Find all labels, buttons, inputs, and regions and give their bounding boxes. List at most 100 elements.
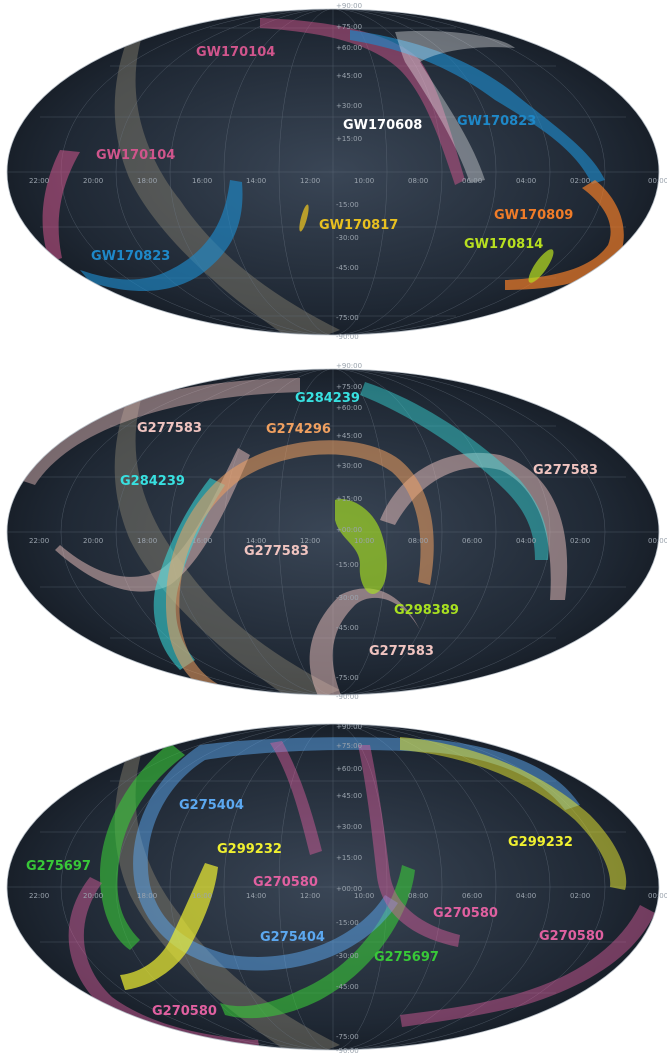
- dec-label: +15:00: [336, 854, 362, 862]
- skymap-2-svg: 22:00 20:00 18:00 16:00 14:00 12:00 10:0…: [6, 362, 667, 701]
- ra-label: 04:00: [516, 177, 536, 185]
- dec-label: +75:00: [336, 742, 362, 750]
- region-gw170809: [505, 180, 624, 290]
- event-label: GW170104: [196, 45, 275, 60]
- region-g270580-north: [270, 741, 322, 855]
- region-g270580-east: [400, 905, 655, 1027]
- ra-label: 20:00: [83, 537, 103, 545]
- region-g277583-west: [55, 448, 250, 592]
- ra-label: 18:00: [137, 892, 157, 900]
- event-label: G275697: [26, 859, 91, 874]
- region-gw170814: [528, 249, 554, 283]
- event-label: GW170809: [494, 208, 573, 223]
- ra-label: 20:00: [83, 892, 103, 900]
- ra-label: 08:00: [408, 892, 428, 900]
- dec-label: +30:00: [336, 462, 362, 470]
- ra-label: 04:00: [516, 537, 536, 545]
- dec-label: -15:00: [336, 201, 359, 209]
- dec-label: -15:00: [336, 919, 359, 927]
- ra-label: 06:00: [462, 537, 482, 545]
- region-gw170823-west: [80, 180, 243, 292]
- event-label: G275404: [260, 930, 325, 945]
- dec-label: -30:00: [336, 594, 359, 602]
- dec-label: -15:00: [336, 561, 359, 569]
- dec-label: -75:00: [336, 314, 359, 322]
- dec-axis-labels: +90:00 +75:00 +60:00 +45:00 +30:00 +15:0…: [336, 362, 362, 701]
- region-g274296: [166, 440, 434, 695]
- event-label: GW170823: [91, 249, 170, 264]
- ra-label: 16:00: [192, 892, 212, 900]
- ra-label: 16:00: [192, 177, 212, 185]
- ra-label: 22:00: [29, 892, 49, 900]
- ra-label: 18:00: [137, 177, 157, 185]
- dec-label: +45:00: [336, 72, 362, 80]
- dec-label: +60:00: [336, 44, 362, 52]
- event-label: G274296: [266, 422, 331, 437]
- dec-label: +90:00: [336, 362, 362, 370]
- event-label: G277583: [369, 644, 434, 659]
- ra-label: 02:00: [570, 177, 590, 185]
- event-label: GW170817: [319, 218, 398, 233]
- sky-outline: [6, 368, 660, 696]
- ra-label: 04:00: [516, 892, 536, 900]
- dec-label: -90:00: [336, 1047, 359, 1055]
- dec-label: -45:00: [336, 983, 359, 991]
- ra-axis-labels: 22:00 20:00 18:00 16:00 14:00 12:00 10:0…: [29, 537, 667, 545]
- event-label: G270580: [253, 875, 318, 890]
- event-label: G277583: [533, 463, 598, 478]
- dec-label: +75:00: [336, 23, 362, 31]
- ra-axis-labels: 22:00 20:00 18:00 16:00 14:00 12:00 10:0…: [29, 177, 667, 185]
- dec-label: -45:00: [336, 624, 359, 632]
- ra-label: 12:00: [300, 892, 320, 900]
- ra-axis-labels: 22:00 20:00 18:00 16:00 14:00 12:00 10:0…: [29, 892, 667, 900]
- event-label: G299232: [217, 842, 282, 857]
- region-g299232-east: [400, 737, 627, 890]
- region-gw170104-west: [42, 150, 80, 262]
- event-label: G277583: [244, 544, 309, 559]
- event-label: G298389: [394, 603, 459, 618]
- event-label: GW170814: [464, 237, 543, 252]
- ra-label: 10:00: [354, 177, 374, 185]
- event-label: G299232: [508, 835, 573, 850]
- sky-outline: [6, 723, 660, 1051]
- dec-label: +30:00: [336, 102, 362, 110]
- region-g270580-west: [68, 877, 260, 1050]
- region-gw170817: [299, 204, 309, 232]
- event-label: G270580: [539, 929, 604, 944]
- dec-label: +60:00: [336, 765, 362, 773]
- dec-label: +15:00: [336, 135, 362, 143]
- ra-label: 00:00: [648, 177, 667, 185]
- ra-label: 02:00: [570, 892, 590, 900]
- region-g275697-south: [220, 865, 415, 1019]
- skymap-panel-2: 22:00 20:00 18:00 16:00 14:00 12:00 10:0…: [0, 360, 667, 705]
- event-label: G270580: [433, 906, 498, 921]
- ra-label: 02:00: [570, 537, 590, 545]
- ra-label: 12:00: [300, 177, 320, 185]
- dec-axis-labels: +90:00 +75:00 +60:00 +45:00 +30:00 +15:0…: [336, 2, 362, 341]
- dec-label: +90:00: [336, 2, 362, 10]
- ra-label: 16:00: [192, 537, 212, 545]
- ra-label: 08:00: [408, 537, 428, 545]
- ra-label: 20:00: [83, 177, 103, 185]
- region-g275697-west: [100, 743, 185, 950]
- event-label: G277583: [137, 421, 202, 436]
- event-label: GW170608: [343, 118, 422, 133]
- skymap-panel-1: 22:00 20:00 18:00 16:00 14:00 12:00 10:0…: [0, 0, 667, 345]
- dec-label: +60:00: [336, 404, 362, 412]
- ra-label: 06:00: [462, 892, 482, 900]
- dec-label: -30:00: [336, 952, 359, 960]
- ra-label: 14:00: [246, 537, 266, 545]
- ra-label: 10:00: [354, 892, 374, 900]
- region-g299232-west: [120, 863, 218, 990]
- region-gw170104-north: [260, 18, 465, 185]
- region-g270580-center: [358, 745, 460, 947]
- skymap-1-svg: 22:00 20:00 18:00 16:00 14:00 12:00 10:0…: [6, 2, 667, 341]
- dec-label: +30:00: [336, 823, 362, 831]
- dec-axis-labels: +90:00 +75:00 +60:00 +45:00 +30:00 +15:0…: [336, 723, 362, 1055]
- event-label: G275404: [179, 798, 244, 813]
- dec-label: +00:00: [336, 526, 362, 534]
- ra-label: 00:00: [648, 892, 667, 900]
- event-label: G275697: [374, 950, 439, 965]
- region-g284239-east: [360, 382, 549, 560]
- ra-label: 06:00: [462, 177, 482, 185]
